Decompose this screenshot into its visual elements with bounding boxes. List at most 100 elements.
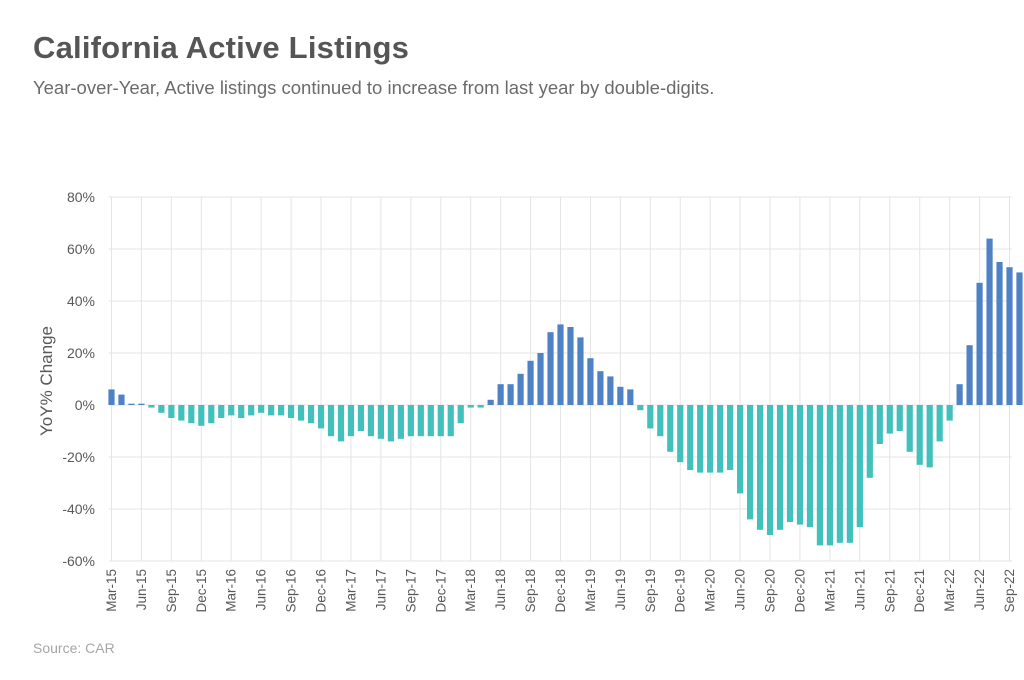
bar-Feb-18: [457, 405, 464, 424]
bar-Oct-21: [896, 405, 903, 431]
bar-Nov-20: [786, 405, 794, 522]
y-tick-label: 40%: [67, 293, 95, 309]
bar-May-18: [487, 399, 494, 405]
bar-May-22: [966, 345, 973, 405]
bar-Jul-20: [746, 405, 754, 520]
x-tick-label: Sep-17: [403, 569, 418, 613]
bar-Dec-17: [437, 405, 444, 437]
x-tick-label: Mar-17: [343, 569, 358, 612]
x-tick-label: Dec-16: [314, 569, 329, 613]
x-tick-label: Mar-15: [104, 569, 119, 612]
x-tick-label: Jun-19: [613, 569, 628, 610]
bar-Nov-18: [547, 332, 554, 405]
bar-Aug-18: [517, 373, 524, 405]
x-tick-label: Mar-20: [703, 569, 718, 612]
bar-Jun-17: [377, 405, 384, 439]
x-tick-label: Dec-18: [553, 569, 568, 613]
bar-Jun-15: [138, 403, 145, 405]
bar-Jan-21: [806, 405, 814, 528]
chart-title: California Active Listings: [33, 30, 410, 65]
bar-Aug-15: [158, 405, 165, 413]
bar-Sep-20: [766, 405, 774, 535]
x-tick-label: Sep-19: [643, 569, 658, 613]
bar-Jan-19: [567, 327, 574, 405]
bar-Feb-19: [577, 337, 584, 405]
bar-Sep-17: [407, 405, 414, 437]
x-tick-label: Jun-16: [254, 569, 269, 610]
x-tick-label: Mar-19: [583, 569, 598, 612]
x-tick-label: Dec-19: [673, 569, 688, 613]
bar-Jul-16: [268, 405, 275, 416]
x-tick-label: Sep-20: [763, 569, 778, 613]
bar-Mar-19: [587, 358, 594, 405]
y-tick-label: -60%: [62, 553, 95, 569]
bar-Mar-15: [108, 389, 115, 405]
bar-Jan-20: [687, 405, 694, 470]
bar-Jul-21: [866, 405, 873, 478]
y-tick-label: 20%: [67, 345, 95, 361]
bar-Jun-22: [976, 282, 983, 405]
bar-Oct-19: [657, 405, 664, 437]
bar-Nov-16: [307, 405, 315, 424]
bar-Jun-19: [617, 386, 624, 405]
bar-Mar-18: [467, 405, 474, 408]
bar-Apr-16: [238, 405, 245, 418]
bar-Apr-21: [836, 405, 843, 543]
x-tick-label: Sep-16: [284, 569, 299, 613]
bar-May-21: [846, 405, 853, 543]
y-tick-label: -20%: [62, 449, 95, 465]
bar-Mar-20: [707, 405, 714, 473]
x-tick-label: Sep-18: [523, 569, 538, 613]
x-tick-label: Sep-15: [164, 569, 179, 613]
bar-May-15: [128, 403, 135, 405]
bar-Aug-17: [397, 405, 404, 439]
grid-layer: [109, 196, 1012, 562]
bar-Aug-20: [756, 405, 764, 530]
bar-Oct-18: [537, 353, 544, 405]
bar-Feb-21: [816, 405, 824, 546]
bar-May-20: [727, 405, 734, 470]
bar-Oct-17: [417, 405, 424, 437]
x-tick-label: Sep-22: [1002, 569, 1017, 613]
bar-Feb-22: [936, 405, 943, 442]
bar-Mar-22: [946, 405, 953, 421]
x-tick-label: Mar-22: [942, 569, 957, 612]
bar-Nov-19: [667, 405, 674, 452]
bar-Nov-15: [188, 405, 195, 424]
x-tick-label: Sep-21: [882, 569, 897, 613]
bar-Jun-20: [737, 405, 744, 494]
bar-Apr-20: [717, 405, 724, 473]
bar-Feb-17: [337, 405, 345, 442]
bar-Oct-20: [776, 405, 784, 530]
bar-Aug-19: [637, 405, 644, 411]
x-tick-label: Jun-21: [852, 569, 867, 610]
bar-Jun-16: [258, 405, 265, 413]
bar-Aug-16: [278, 405, 285, 416]
bar-Mar-16: [228, 405, 235, 416]
bar-Dec-16: [317, 405, 325, 429]
bar-Feb-20: [697, 405, 704, 473]
bar-May-16: [248, 405, 255, 416]
bar-Dec-19: [677, 405, 684, 463]
bar-Sep-22: [1006, 267, 1013, 405]
bar-Feb-16: [218, 405, 225, 418]
x-tick-label: Mar-18: [463, 569, 478, 612]
bar-Sep-19: [647, 405, 654, 429]
x-tick-label: Dec-15: [194, 569, 209, 613]
bar-Sep-18: [527, 360, 534, 405]
bar-Apr-19: [597, 371, 604, 405]
bar-Oct-15: [178, 405, 185, 421]
bar-Jul-19: [627, 389, 634, 405]
x-tick-label: Jun-22: [972, 569, 987, 610]
bar-Mar-17: [347, 405, 355, 437]
y-tick-label: 0%: [75, 397, 95, 413]
bar-Apr-15: [118, 394, 125, 405]
bar-Jun-18: [497, 384, 504, 405]
bar-Sep-15: [168, 405, 175, 418]
bar-May-19: [607, 376, 614, 405]
bar-Sep-16: [288, 405, 295, 418]
source-note: Source: CAR: [33, 640, 115, 656]
bar-Nov-21: [906, 405, 913, 452]
bar-Nov-17: [427, 405, 434, 437]
bar-Jan-22: [926, 405, 933, 468]
